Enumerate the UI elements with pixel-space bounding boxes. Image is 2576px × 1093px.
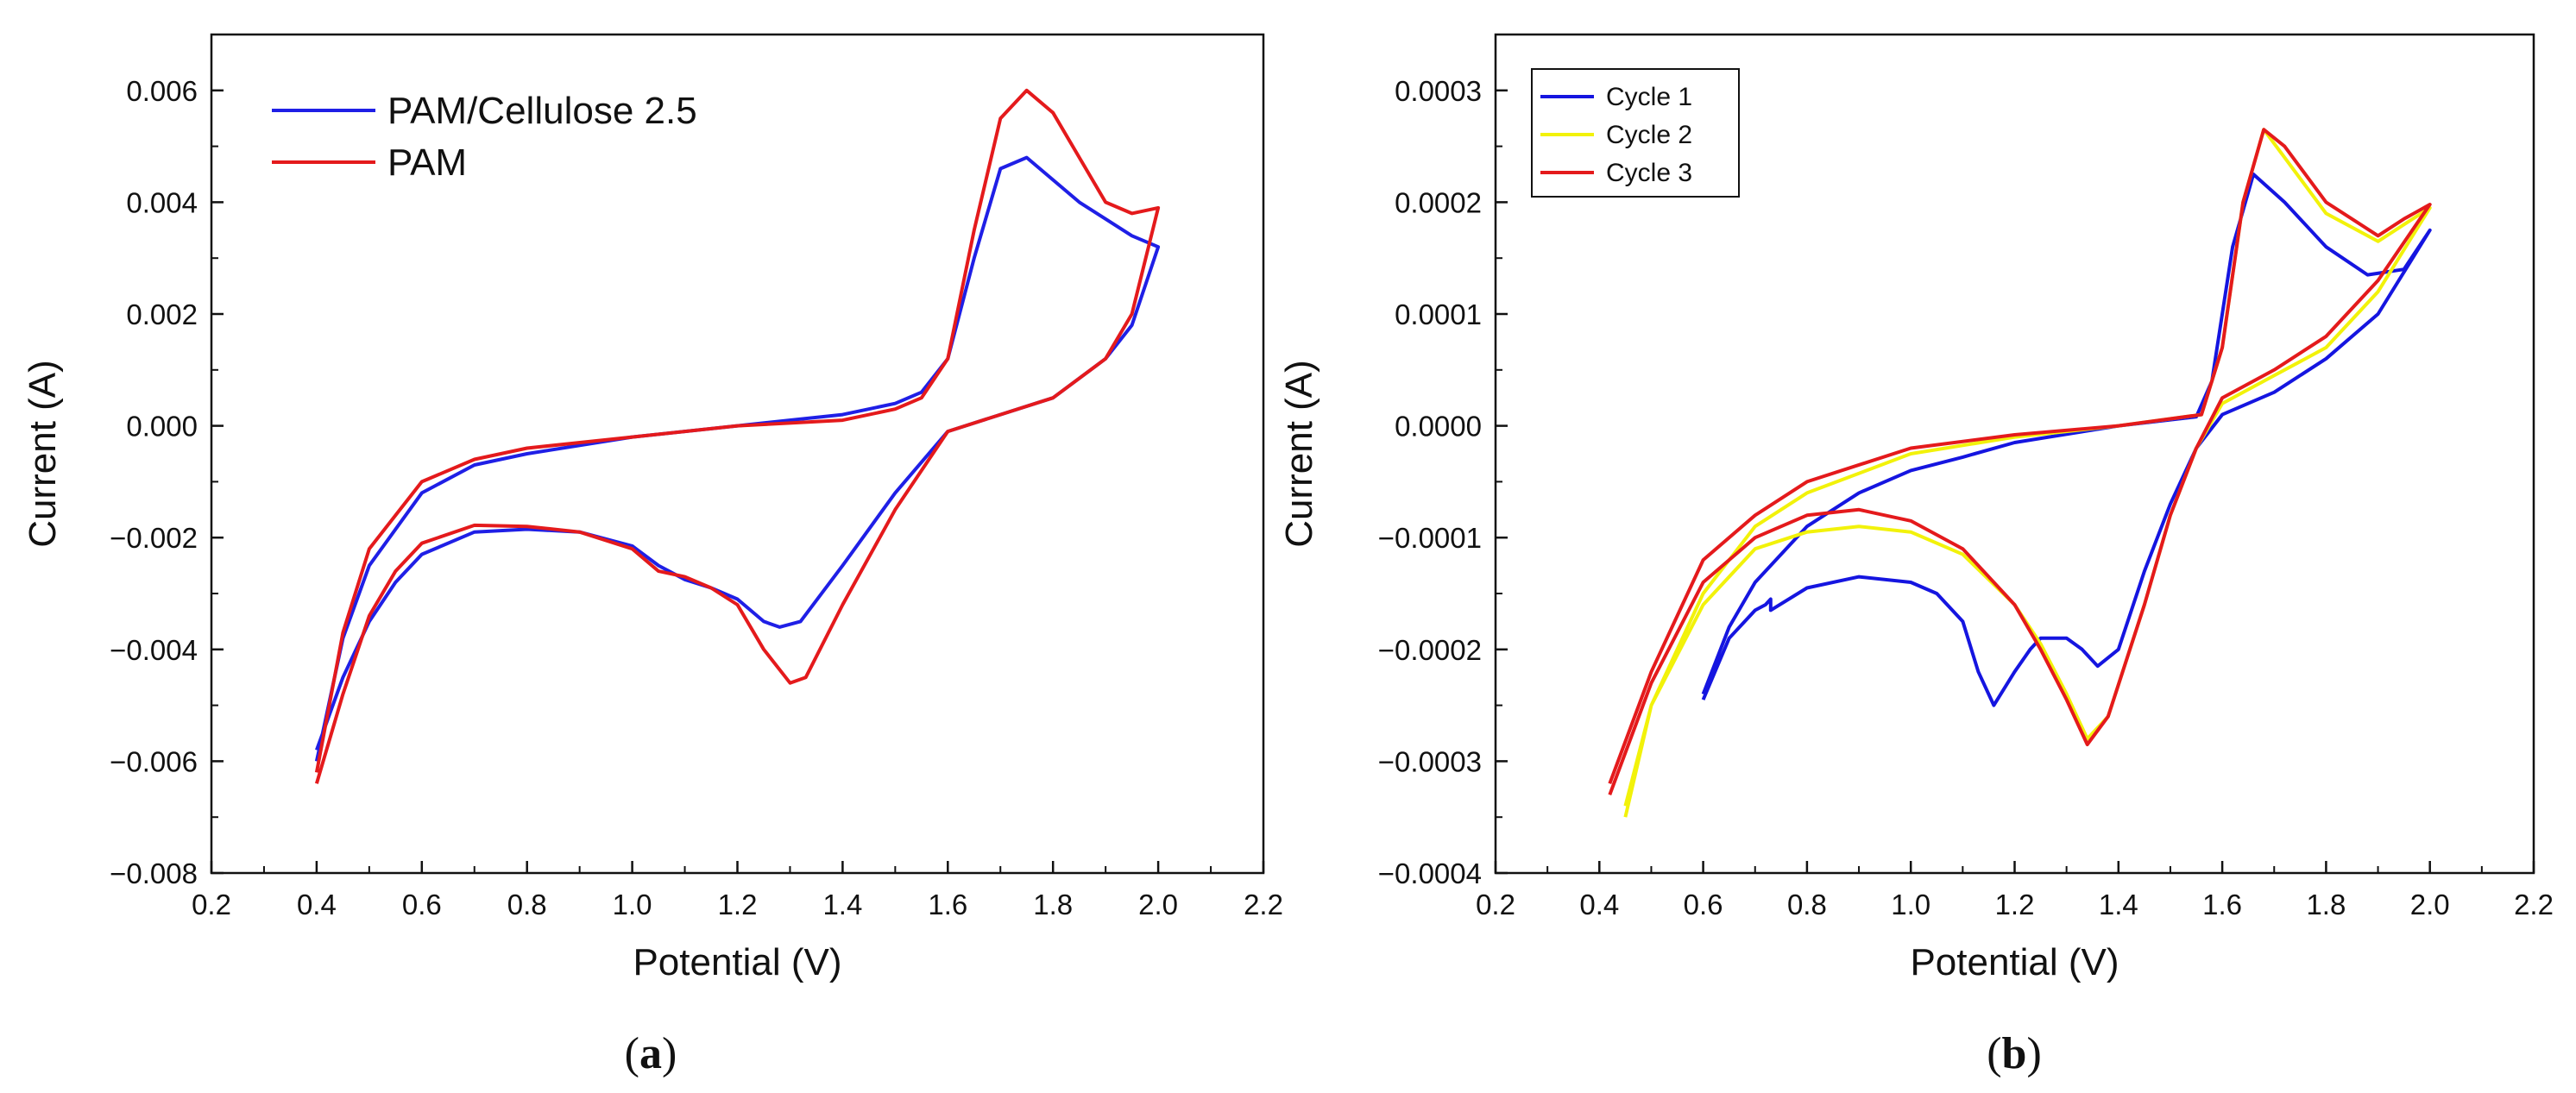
legend: Cycle 1 Cycle 2 Cycle 3 bbox=[1531, 68, 1740, 198]
x-tick-label: 0.4 bbox=[1579, 889, 1619, 920]
y-tick-label: −0.002 bbox=[110, 522, 198, 554]
series-line-2 bbox=[1623, 128, 2432, 818]
x-tick-label: 1.8 bbox=[1033, 889, 1073, 920]
y-tick-label: 0.006 bbox=[126, 75, 198, 107]
y-tick-label: −0.0004 bbox=[1378, 857, 1482, 889]
y-tick-label: −0.004 bbox=[110, 634, 198, 666]
caption-paren: ( bbox=[1987, 1029, 2001, 1078]
series-line-1 bbox=[314, 155, 1161, 762]
legend-label: PAM bbox=[387, 141, 467, 184]
y-tick-label: 0.000 bbox=[126, 411, 198, 443]
y-tick-label: 0.002 bbox=[126, 298, 198, 330]
x-tick-label: 2.0 bbox=[1138, 889, 1178, 920]
caption-paren: ( bbox=[625, 1029, 639, 1078]
series-line-1 bbox=[1701, 173, 2432, 707]
x-tick-label: 2.0 bbox=[2410, 889, 2450, 920]
x-tick-label: 0.8 bbox=[1787, 889, 1827, 920]
y-tick-label: −0.0001 bbox=[1378, 522, 1482, 554]
x-tick-label: 1.4 bbox=[2099, 889, 2138, 920]
y-axis-title: Current (A) bbox=[22, 360, 64, 548]
legend-label: PAM/Cellulose 2.5 bbox=[387, 90, 697, 132]
caption-paren: ) bbox=[662, 1029, 677, 1078]
x-tick-label: 0.6 bbox=[402, 889, 442, 920]
legend-label: Cycle 3 bbox=[1606, 159, 1692, 187]
legend: PAM/Cellulose 2.5 PAM bbox=[272, 90, 697, 184]
panel-caption: (a) bbox=[625, 1029, 677, 1078]
x-tick-label: 0.4 bbox=[297, 889, 337, 920]
x-tick-label: 1.8 bbox=[2306, 889, 2346, 920]
y-tick-label: −0.008 bbox=[110, 857, 198, 889]
x-tick-label: 1.0 bbox=[613, 889, 652, 920]
panel-caption: (b) bbox=[1987, 1029, 2042, 1078]
x-tick-label: 1.2 bbox=[718, 889, 758, 920]
x-tick-label: 1.2 bbox=[1995, 889, 2035, 920]
x-tick-label: 1.6 bbox=[928, 889, 967, 920]
y-tick-label: −0.0003 bbox=[1378, 745, 1482, 777]
caption-letter: a bbox=[639, 1029, 662, 1078]
x-tick-label: 0.6 bbox=[1684, 889, 1723, 920]
series-line-2 bbox=[314, 88, 1161, 784]
x-tick-label: 0.8 bbox=[507, 889, 547, 920]
x-tick-label: 2.2 bbox=[2514, 889, 2554, 920]
x-axis-title: Potential (V) bbox=[1910, 941, 2119, 983]
y-tick-label: 0.004 bbox=[126, 186, 198, 218]
chart-a: 0.2 0.4 0.6 0.8 1.0 1.2 1.4 1.6 1.8 2.0 2.2 −0.008 −… bbox=[22, 33, 1283, 1078]
series-line-3 bbox=[1608, 128, 2432, 795]
x-tick-label: 1.0 bbox=[1891, 889, 1930, 920]
y-tick-label: 0.0000 bbox=[1395, 411, 1482, 443]
caption-paren: ) bbox=[2026, 1029, 2041, 1078]
x-tick-label: 1.4 bbox=[822, 889, 862, 920]
x-tick-label: 0.2 bbox=[1476, 889, 1515, 920]
y-tick-label: 0.0001 bbox=[1395, 298, 1482, 330]
x-tick-label: 1.6 bbox=[2202, 889, 2242, 920]
legend-label: Cycle 2 bbox=[1606, 121, 1692, 149]
y-tick-label: 0.0002 bbox=[1395, 186, 1482, 218]
y-tick-label: −0.006 bbox=[110, 745, 198, 777]
y-tick-label: 0.0003 bbox=[1395, 75, 1482, 107]
x-tick-label: 2.2 bbox=[1244, 889, 1283, 920]
y-axis-title: Current (A) bbox=[1278, 360, 1320, 548]
caption-letter: b bbox=[2002, 1029, 2027, 1078]
x-axis-title: Potential (V) bbox=[633, 941, 841, 983]
plot-frame bbox=[210, 33, 1265, 875]
x-tick-label: 0.2 bbox=[192, 889, 231, 920]
y-tick-label: −0.0002 bbox=[1378, 634, 1482, 666]
chart-b: 0.2 0.4 0.6 0.8 1.0 1.2 1.4 1.6 1.8 2.0 2.2 −0.0004… bbox=[1278, 33, 2554, 1078]
legend-label: Cycle 1 bbox=[1606, 83, 1692, 111]
